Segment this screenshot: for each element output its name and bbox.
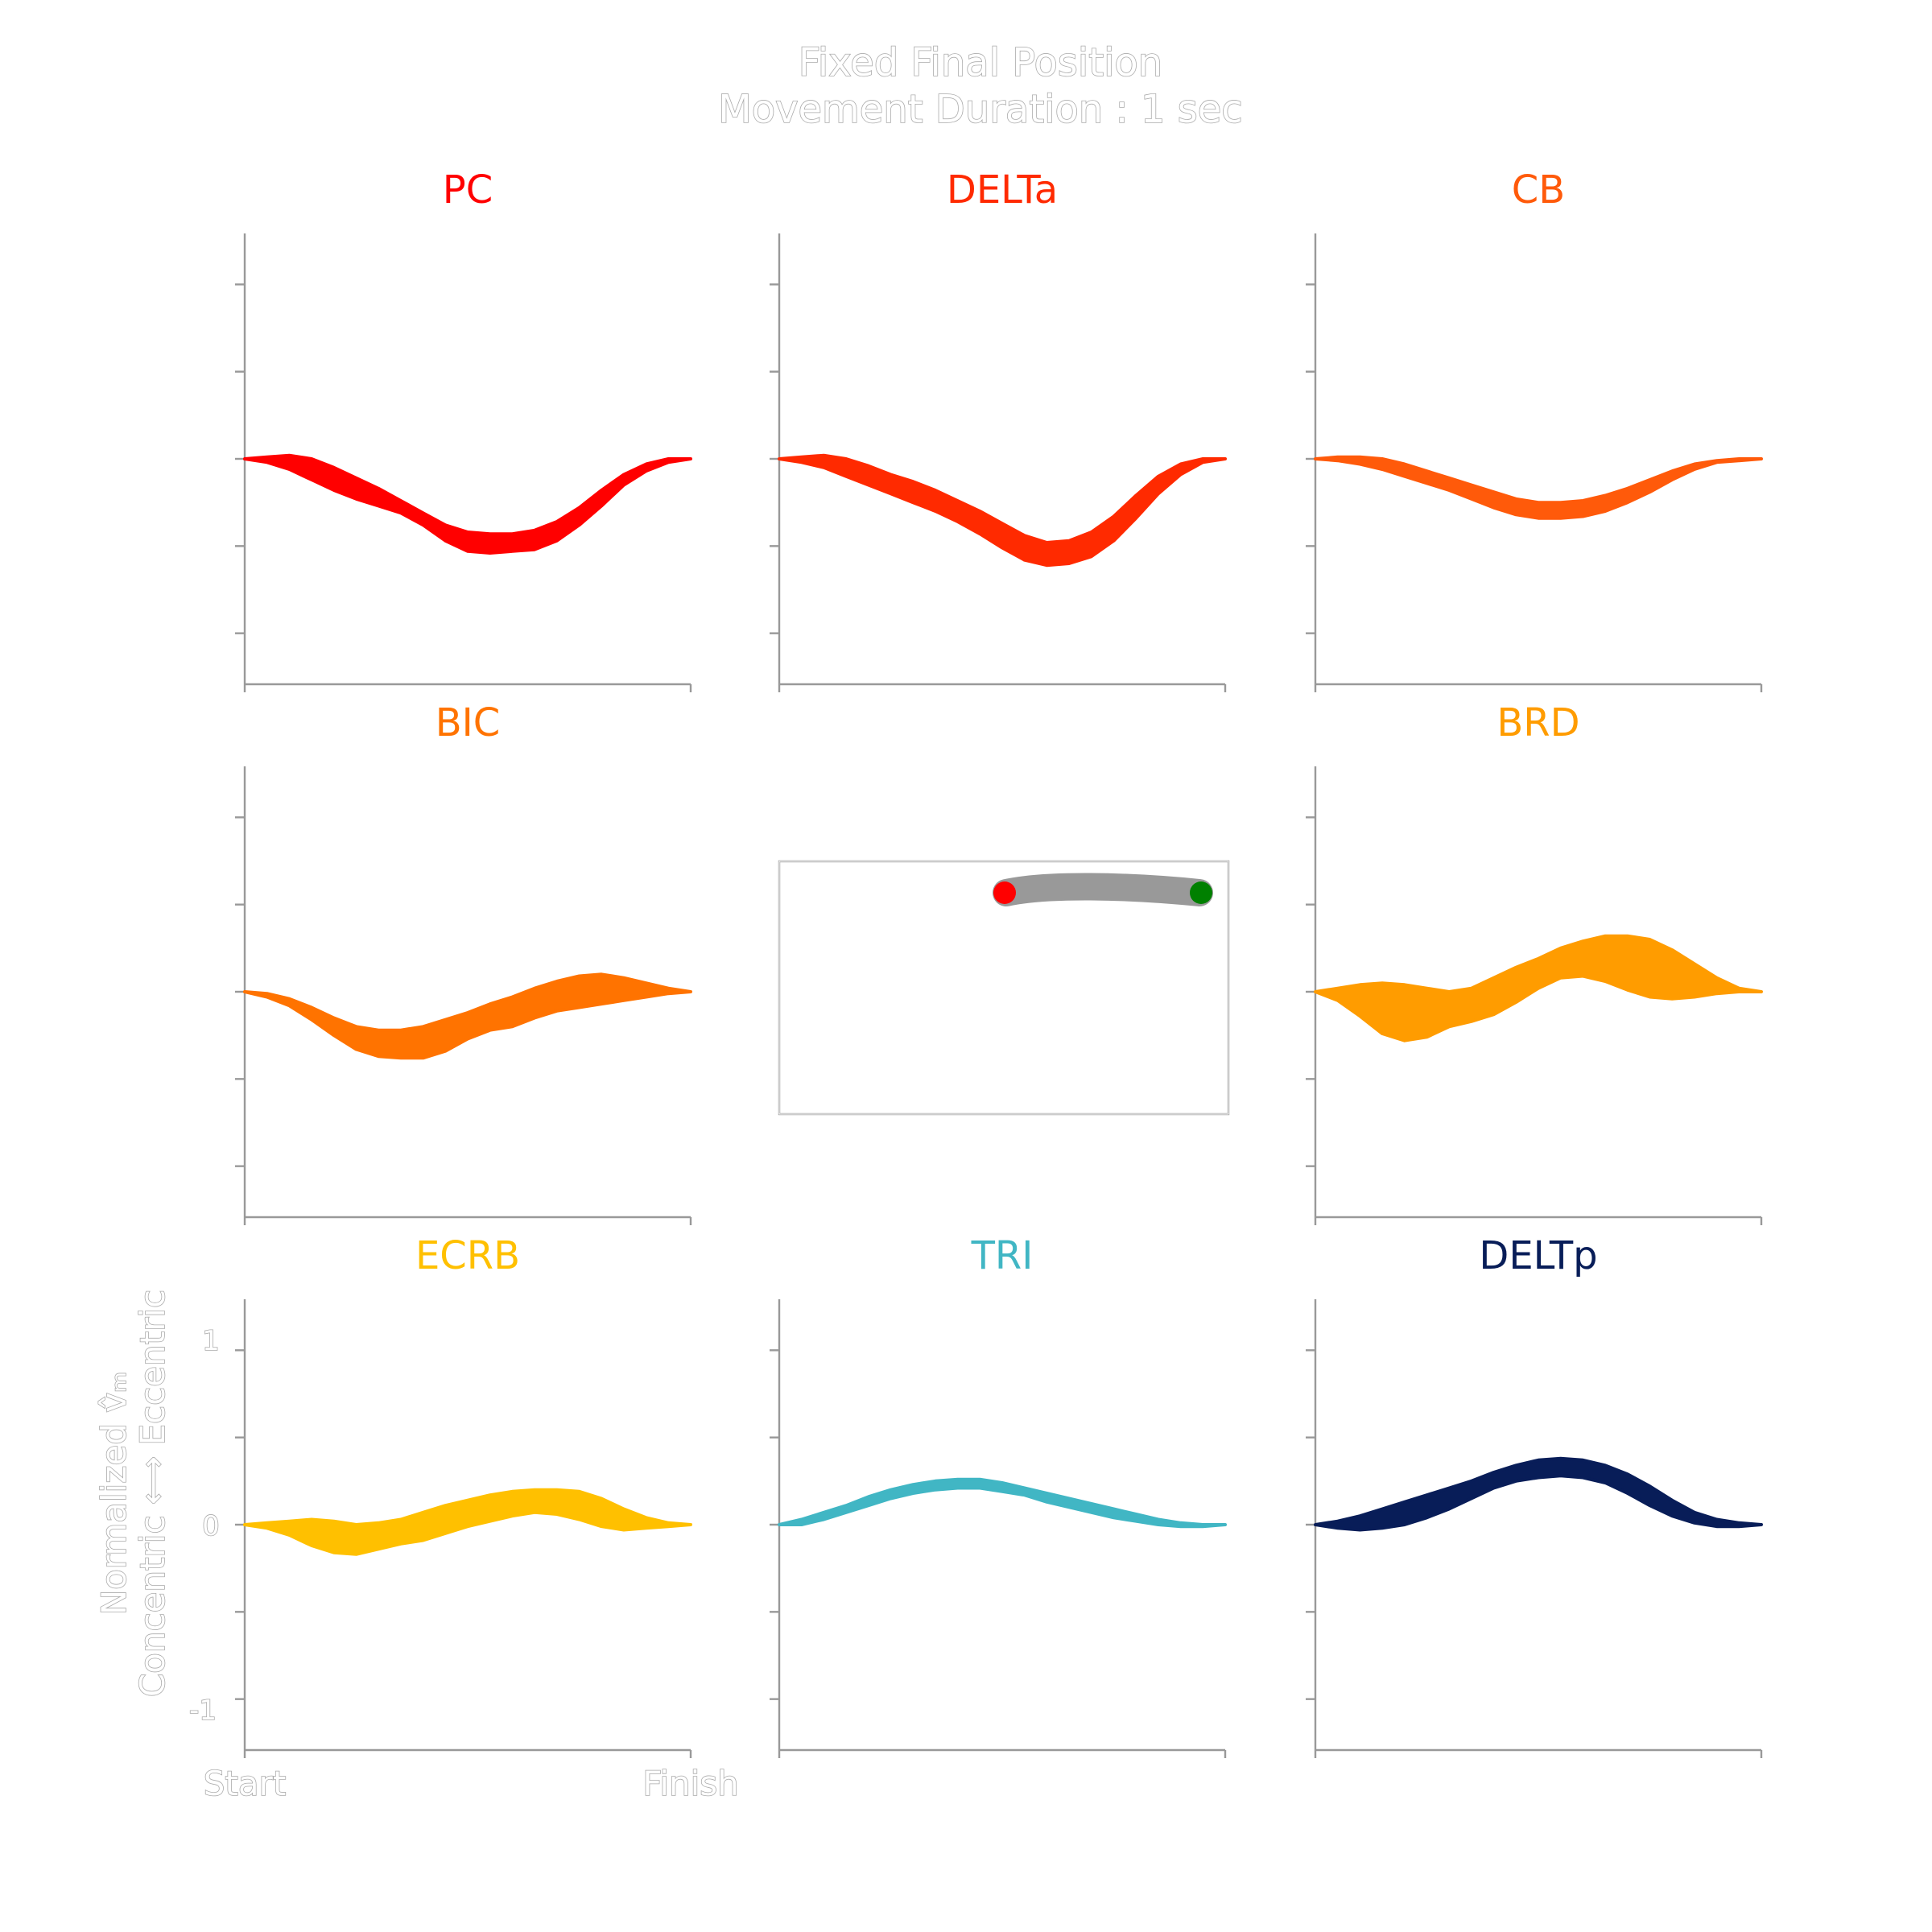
x-tick-label-finish: Finish [642, 1764, 739, 1803]
trajectory-inset [778, 860, 1230, 1116]
panel-pc: PC [235, 167, 692, 692]
figure-title-line2: Movement Duration : 1 sec [718, 87, 1242, 132]
y-axis-label: Normalized v̂ₘ Concentric ⟷ Eccentric [93, 1289, 173, 1698]
panel-title: ECRB [415, 1233, 520, 1278]
velocity-band [1314, 1456, 1763, 1532]
y-axis-label-line1: Normalized v̂ₘ [94, 1372, 134, 1616]
trajectory-path [993, 873, 1213, 906]
velocity-band [778, 1477, 1227, 1529]
panel-title: BRD [1496, 700, 1579, 745]
trajectory-start-marker [1190, 881, 1212, 904]
panel-title: DELTp [1479, 1233, 1597, 1278]
velocity-band [243, 972, 692, 1060]
panel-cb: CB [1306, 167, 1763, 692]
panel-ecrb: ECRB [235, 1233, 692, 1758]
velocity-band [1314, 455, 1763, 520]
panel-title: PC [443, 167, 493, 213]
panel-title: DELTa [947, 167, 1058, 213]
velocity-band [1314, 934, 1763, 1042]
panel-tri: TRI [770, 1233, 1227, 1758]
inset-frame-inner [778, 861, 1229, 1115]
panel-deltp: DELTp [1306, 1233, 1763, 1758]
panel-title: TRI [971, 1233, 1034, 1278]
y-axis-label-line2: Concentric ⟷ Eccentric [133, 1290, 172, 1697]
figure-title-line1: Fixed Final Position [799, 40, 1162, 85]
panel-title: CB [1512, 167, 1565, 213]
velocity-band [243, 453, 692, 555]
panel-brd: BRD [1306, 700, 1763, 1225]
x-tick-label-start: Start [204, 1764, 287, 1803]
panel-title: BIC [436, 700, 501, 745]
y-tick-label-1: 1 [202, 1325, 220, 1357]
y-tick-label-0: 0 [202, 1510, 220, 1542]
panel-delta: DELTa [770, 167, 1227, 692]
velocity-band [778, 453, 1227, 568]
velocity-band [243, 1488, 692, 1556]
y-tick-label-neg1: -1 [189, 1695, 217, 1727]
trajectory-end-marker [993, 881, 1016, 904]
panels: PC DELTa CB BIC BRD ECRB TRI DELTp [235, 167, 1763, 1758]
panel-bic: BIC [235, 700, 692, 1225]
